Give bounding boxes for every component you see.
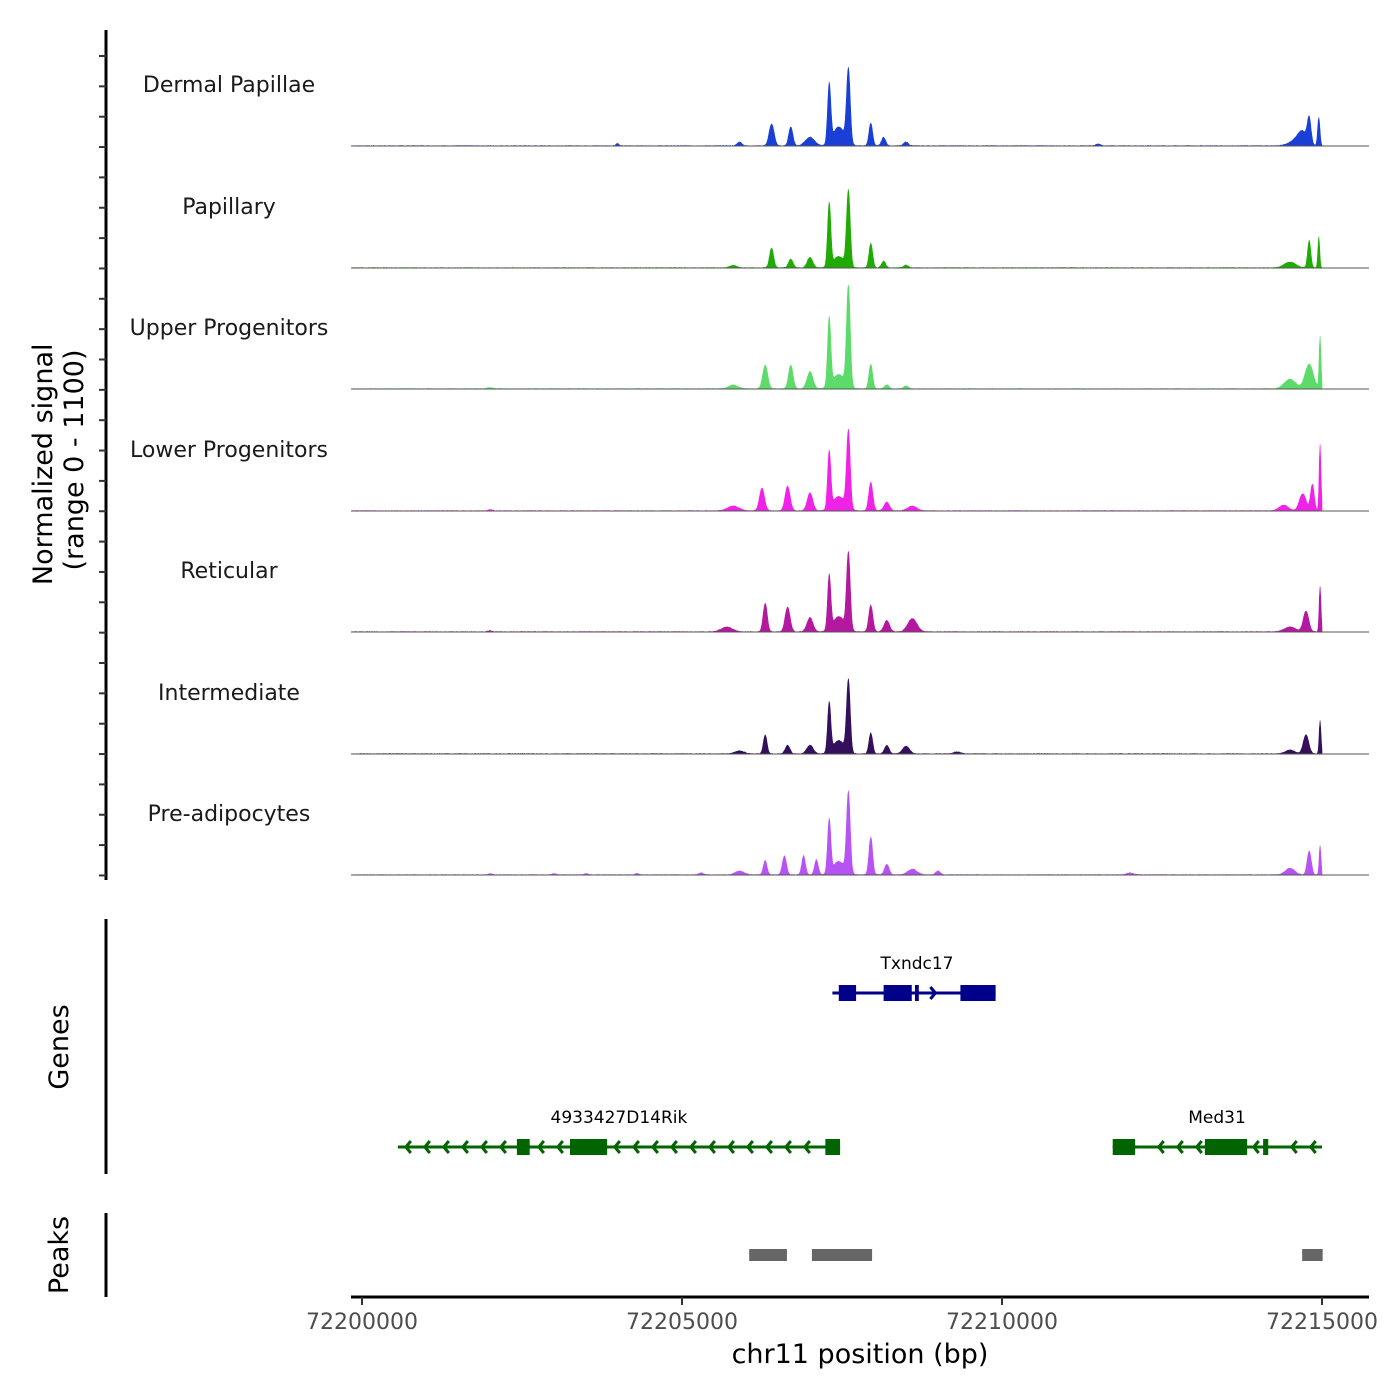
strand-arrow [1194,1140,1203,1154]
track-label: Papillary [182,195,276,220]
x-tick-label: 72200000 [306,1310,418,1335]
track-papillary: Papillary [182,189,1369,269]
track-intermediate: Intermediate [158,678,1369,755]
strand-arrow [929,986,938,1000]
strand-arrow [1251,1140,1260,1154]
exon [516,1139,530,1155]
track-lower-progenitors: Lower Progenitors [130,428,1369,512]
x-tick-label: 72210000 [946,1310,1058,1335]
exon [914,985,919,1001]
signal-area [352,790,1323,876]
strand-arrow [498,1140,507,1154]
x-ticks: 72200000 72205000 72210000 72215000 [306,1297,1378,1335]
strand-arrow [555,1140,564,1154]
track-label: Pre-adipocytes [148,802,311,827]
signal-tracks: Dermal Papillae Papillary Upper Progenitor… [130,67,1369,876]
track-upper-progenitors: Upper Progenitors [130,284,1369,390]
strand-arrow [688,1140,697,1154]
signal-area [352,678,1323,755]
exon [838,985,857,1001]
track-label: Intermediate [158,681,300,706]
signal-area [352,551,1323,633]
gene-annotations: Txndc17 4933427D14Rik Med31 [397,954,1322,1155]
strand-arrow [403,1140,412,1154]
track-label: Upper Progenitors [130,316,329,341]
signal-area [352,284,1323,390]
exon [883,985,912,1001]
peak-regions [749,1249,1323,1261]
gene-4933427d14rik: 4933427D14Rik [397,1108,841,1155]
signal-area [352,67,1323,147]
strand-arrow [441,1140,450,1154]
track-dermal-papillae: Dermal Papillae [143,67,1369,147]
ylabel-line-2: (range 0 - 1100) [59,350,90,571]
track-reticular: Reticular [180,551,1369,633]
strand-arrow [1175,1140,1184,1154]
gene-label: Txndc17 [880,954,954,974]
strand-arrow [802,1140,811,1154]
exon [1204,1139,1248,1155]
track-label: Reticular [180,559,278,584]
strand-arrow [1308,1140,1317,1154]
x-tick-label: 72215000 [1266,1310,1378,1335]
strand-arrow [460,1140,469,1154]
signal-y-ticks [99,55,106,877]
strand-arrow [1289,1140,1298,1154]
gene-med31: Med31 [1112,1108,1322,1155]
strand-arrow [669,1140,678,1154]
track-pre-adipocytes: Pre-adipocytes [148,790,1369,876]
gene-label: 4933427D14Rik [551,1108,688,1128]
x-axis-label: chr11 position (bp) [732,1339,989,1370]
ylabel-line-1: Normalized signal [28,344,59,586]
exon [825,1139,841,1155]
signal-area [352,428,1323,512]
strand-arrow [764,1140,773,1154]
strand-arrow [726,1140,735,1154]
peak-region [1302,1249,1323,1261]
strand-arrow [612,1140,621,1154]
strand-arrow [650,1140,659,1154]
signal-y-axis-label: Normalized signal (range 0 - 1100) [28,335,90,585]
track-label: Dermal Papillae [143,73,315,98]
track-label: Lower Progenitors [130,438,328,463]
signal-area [352,189,1323,269]
strand-arrow [631,1140,640,1154]
exon [1112,1139,1136,1155]
exon [960,985,996,1001]
strand-arrow [745,1140,754,1154]
strand-arrow [783,1140,792,1154]
peak-region [811,1249,873,1261]
strand-arrow [536,1140,545,1154]
strand-arrow [707,1140,716,1154]
x-tick-label: 72205000 [626,1310,738,1335]
strand-arrow [1156,1140,1165,1154]
strand-arrow [422,1140,431,1154]
exon [1263,1139,1269,1155]
exon [570,1139,608,1155]
gene-txndc17: Txndc17 [832,954,996,1001]
genes-panel-label: Genes [44,1004,75,1089]
gene-label: Med31 [1188,1108,1246,1128]
peak-region [749,1249,787,1261]
strand-arrow [479,1140,488,1154]
peaks-panel-label: Peaks [44,1216,75,1294]
